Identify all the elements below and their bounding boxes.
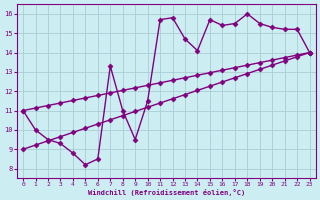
- X-axis label: Windchill (Refroidissement éolien,°C): Windchill (Refroidissement éolien,°C): [88, 189, 245, 196]
